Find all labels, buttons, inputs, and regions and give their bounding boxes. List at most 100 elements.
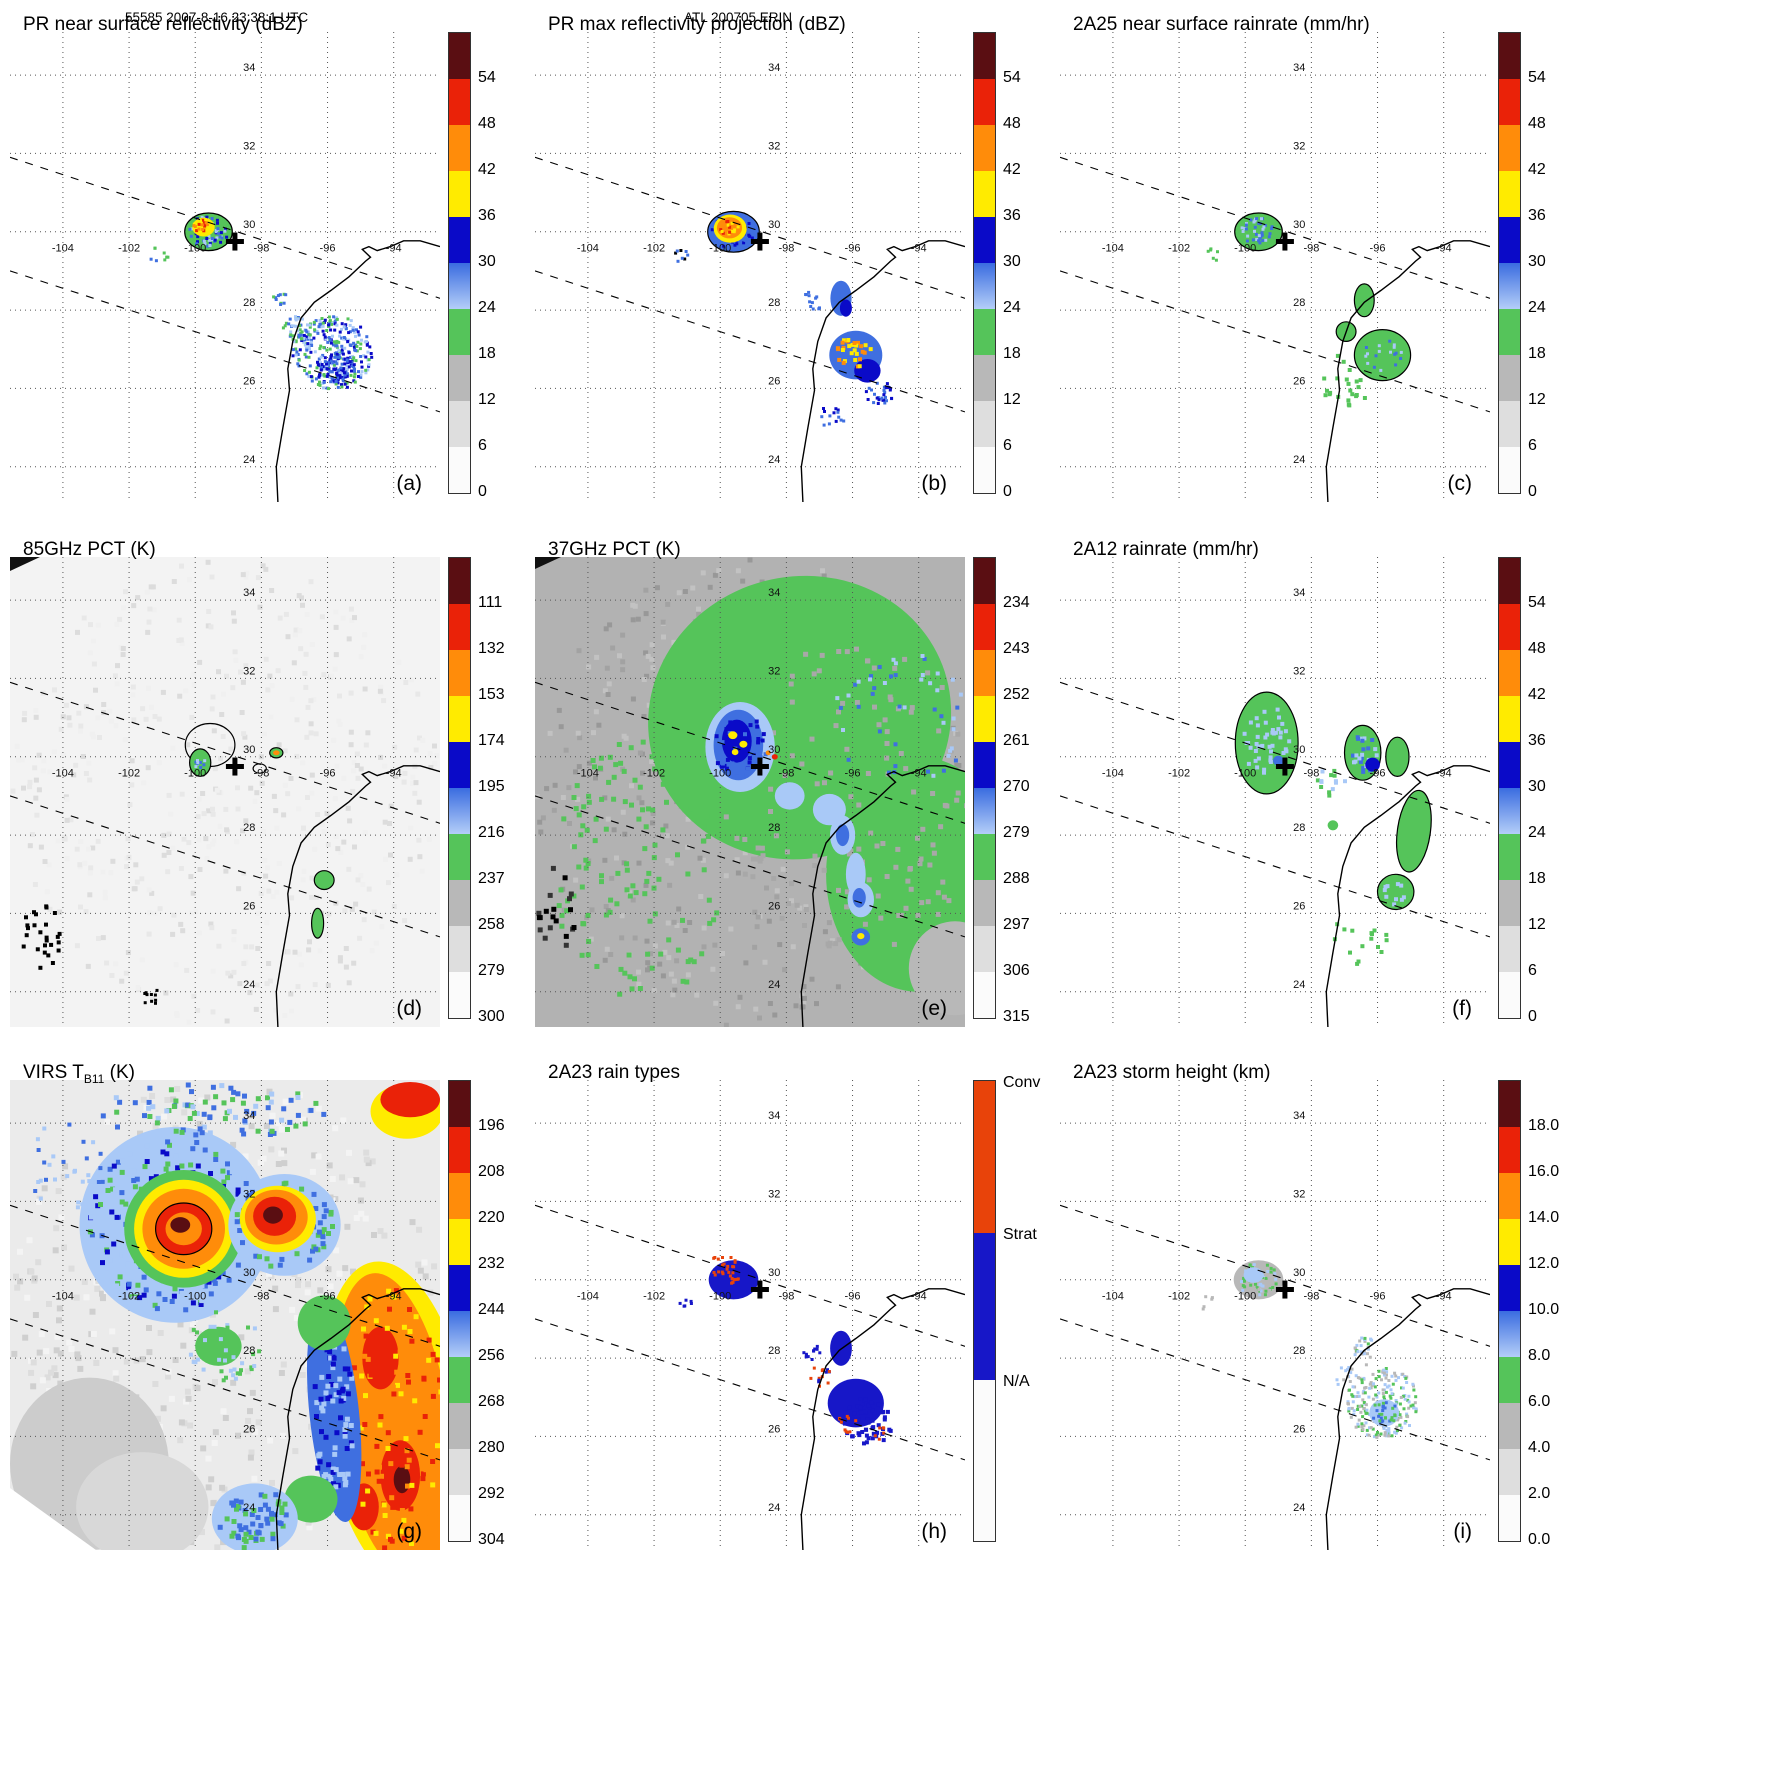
- lat-label: 26: [1293, 900, 1305, 912]
- colorbar-tick: 14.0: [1528, 1209, 1560, 1226]
- lat-label: 28: [768, 297, 780, 309]
- colorbar-segment: [1499, 880, 1520, 926]
- colorbar-segment: [1499, 834, 1520, 880]
- colorbar-segment: [449, 880, 470, 926]
- colorbar-tick: 300: [478, 1008, 505, 1025]
- colorbar-segment: [974, 355, 995, 401]
- swath-edge-line: [1060, 681, 1490, 824]
- storm-center-marker: [1275, 1280, 1294, 1299]
- colorbar-tick: 243: [1003, 640, 1030, 657]
- colorbar-tick: 36: [1528, 732, 1546, 749]
- colorbar-segment: [1499, 1173, 1520, 1219]
- colorbar-tick: 30: [1003, 253, 1021, 270]
- lon-label: -100: [1234, 242, 1256, 254]
- colorbar-segment: [1499, 926, 1520, 972]
- lon-label: -100: [709, 767, 731, 779]
- lat-label: 28: [1293, 1345, 1305, 1357]
- panel-letter-a: (a): [396, 472, 422, 495]
- colorbar-tick: 6.0: [1528, 1393, 1551, 1410]
- panel-b: PR max reflectivity projection (dBZ) -104…: [535, 14, 1059, 522]
- map-h: -104 -102 -100 -98 -96 -94 24 26 28 30 32 34 (h): [535, 1080, 965, 1550]
- colorbar-segment: [1499, 742, 1520, 788]
- colorbar-tick: 0: [478, 483, 487, 500]
- lon-label: -94: [1436, 242, 1452, 254]
- lat-label: 30: [243, 744, 255, 756]
- colorbar-tick: 18: [478, 345, 496, 362]
- colorbar-tick: 252: [1003, 686, 1030, 703]
- colorbar-e: [973, 557, 996, 1019]
- colorbar-segment: [449, 355, 470, 401]
- lat-label: 32: [768, 1188, 780, 1200]
- colorbar-label: Strat: [1003, 1225, 1037, 1243]
- colorbar-segment: [1499, 1449, 1520, 1495]
- colorbar-segment: [449, 926, 470, 972]
- lat-label: 30: [1293, 1267, 1305, 1279]
- colorbar-segment: [449, 650, 470, 696]
- panel-title-i: 2A23 storm height (km): [1073, 1062, 1271, 1083]
- colorbar-tick: 6: [1528, 962, 1537, 979]
- panel-title-a: PR near surface reflectivity (dBZ): [23, 14, 303, 35]
- colorbar-segment: [1499, 447, 1520, 493]
- lon-label: -98: [253, 767, 269, 779]
- colorbar-segment: [1499, 1219, 1520, 1265]
- colorbar-segment: [449, 742, 470, 788]
- lon-label: -98: [253, 1290, 269, 1302]
- lon-label: -100: [184, 242, 206, 254]
- coastline: [800, 1288, 965, 1550]
- swath-edge-line: [10, 795, 440, 938]
- lon-label: -102: [643, 1290, 665, 1302]
- colorbar-tick: 270: [1003, 778, 1030, 795]
- colorbar-label: Conv: [1003, 1074, 1041, 1091]
- colorbar-tick: 36: [478, 207, 496, 224]
- lat-label: 24: [768, 454, 780, 466]
- lon-label: -94: [911, 242, 927, 254]
- swath-edge-line: [10, 156, 440, 299]
- colorbar-tick: 12: [1528, 916, 1546, 933]
- colorbar-segment: [449, 1265, 470, 1311]
- colorbar-segment: [1499, 972, 1520, 1018]
- colorbar-tick: 42: [1528, 161, 1546, 178]
- lat-label: 34: [768, 62, 780, 74]
- colorbar-segment: [974, 558, 995, 604]
- lon-label: -102: [118, 242, 140, 254]
- colorbar-tick: 48: [1528, 640, 1546, 657]
- colorbar-segment: [449, 696, 470, 742]
- colorbar-tick: 258: [478, 916, 505, 933]
- panel-letter-g: (g): [396, 1520, 422, 1543]
- lat-label: 24: [1293, 454, 1305, 466]
- lat-label: 30: [243, 219, 255, 231]
- colorbar-segment: [449, 972, 470, 1018]
- lon-label: -96: [320, 242, 336, 254]
- lon-label: -94: [386, 1290, 402, 1302]
- lon-label: -96: [1370, 1290, 1386, 1302]
- colorbar-segment: [449, 1357, 470, 1403]
- colorbar-tick: 16.0: [1528, 1163, 1560, 1180]
- colorbar-tick: 30: [1528, 253, 1546, 270]
- colorbar-d: [448, 557, 471, 1019]
- colorbar-tick: 0: [1528, 1008, 1537, 1025]
- lat-label: 32: [1293, 1188, 1305, 1200]
- colorbar-segment: [1499, 558, 1520, 604]
- colorbar-segment: [449, 788, 470, 834]
- lat-label: 34: [243, 1110, 255, 1122]
- colorbar-segment: [449, 309, 470, 355]
- colorbar-tick: 280: [478, 1439, 505, 1456]
- colorbar-tick: 30: [478, 253, 496, 270]
- panel-g: VIRS TB11 (K) -104 -102 -100 -98 -96 -94 24 26 28…: [10, 1062, 534, 1570]
- lon-label: -104: [52, 767, 74, 779]
- colorbar-segment: [1499, 1403, 1520, 1449]
- lat-label: 28: [1293, 822, 1305, 834]
- colorbar-tick: 306: [1003, 962, 1030, 979]
- swath-edge-line: [535, 1318, 965, 1461]
- colorbar-tick: 196: [478, 1117, 505, 1134]
- colorbar-segment: [974, 401, 995, 447]
- colorbar-segment: [974, 263, 995, 309]
- colorbar-tick: 24: [1528, 299, 1546, 316]
- lat-label: 26: [1293, 375, 1305, 387]
- colorbar-segment: [449, 33, 470, 79]
- colorbar-segment: [1499, 355, 1520, 401]
- lat-label: 28: [243, 822, 255, 834]
- lon-label: -98: [253, 242, 269, 254]
- lat-label: 28: [243, 297, 255, 309]
- lat-label: 30: [768, 744, 780, 756]
